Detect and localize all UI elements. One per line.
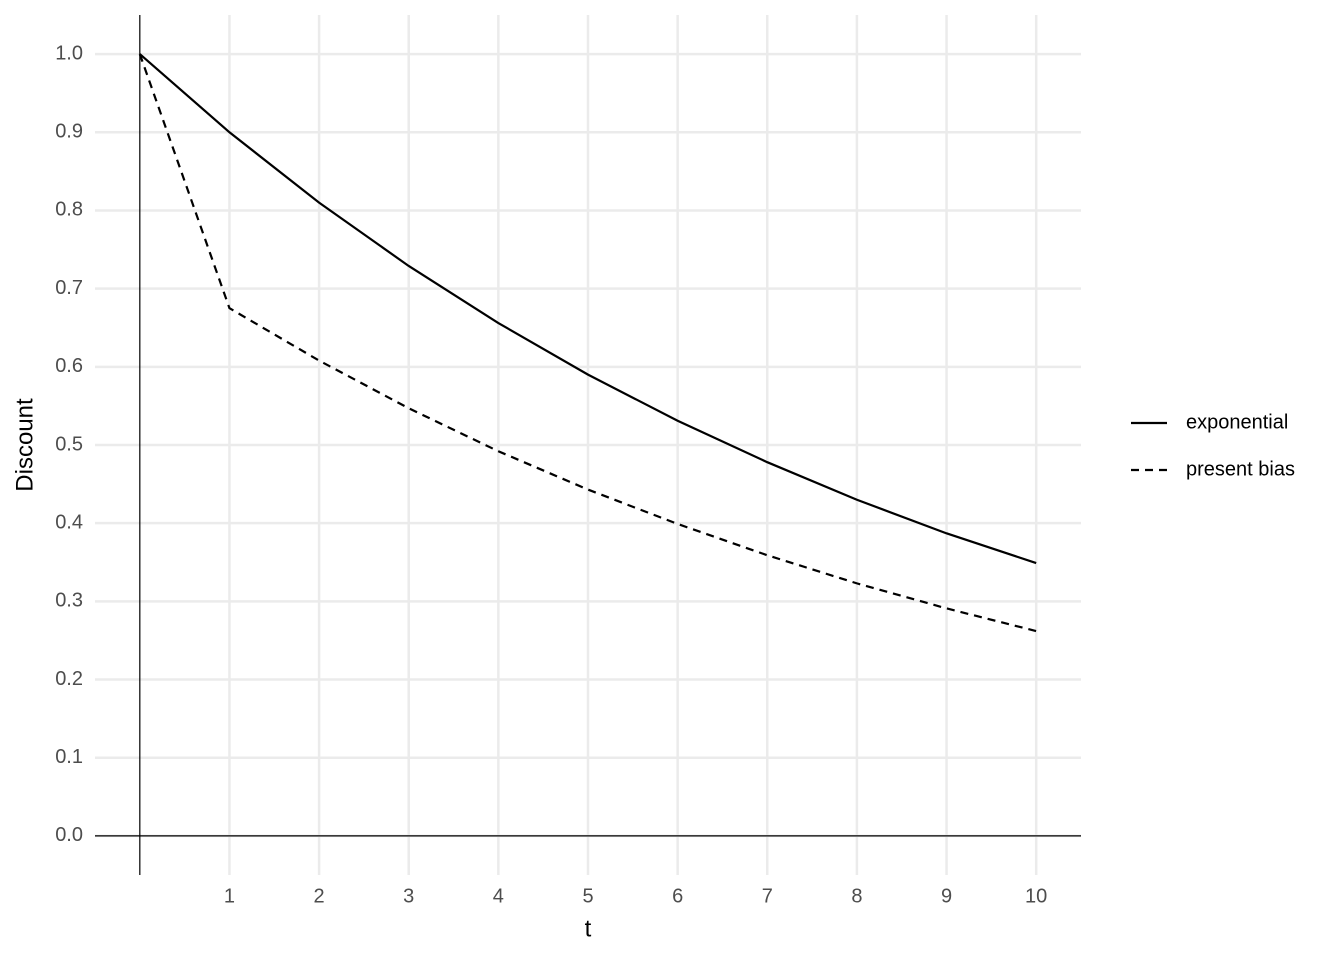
- x-axis-title: t: [585, 915, 592, 942]
- y-tick-label: 0.5: [55, 433, 83, 455]
- x-tick-label: 7: [762, 885, 773, 907]
- x-tick-label: 1: [224, 885, 235, 907]
- x-tick-label: 8: [851, 885, 862, 907]
- x-tick-label: 6: [672, 885, 683, 907]
- y-tick-label: 0.9: [55, 121, 83, 143]
- x-tick-label: 4: [493, 885, 504, 907]
- y-tick-label: 0.6: [55, 355, 83, 377]
- legend-label: exponential: [1186, 411, 1288, 433]
- y-tick-label: 0.1: [55, 746, 83, 768]
- data-line: [139, 53, 1037, 565]
- y-tick-label: 0.8: [55, 199, 83, 221]
- y-tick-label: 0.3: [55, 590, 83, 612]
- y-axis-title: Discount: [11, 398, 38, 492]
- legend-label: present bias: [1186, 458, 1295, 480]
- y-tick-label: 1.0: [55, 42, 83, 64]
- x-tick-label: 5: [582, 885, 593, 907]
- x-tick-label: 3: [403, 885, 414, 907]
- y-tick-label: 0.4: [55, 511, 83, 533]
- y-tick-label: 0.7: [55, 277, 83, 299]
- y-tick-label: 0.0: [55, 824, 83, 846]
- x-tick-label: 2: [314, 885, 325, 907]
- data-line: [138, 53, 1037, 633]
- y-tick-label: 0.2: [55, 668, 83, 690]
- x-tick-label: 9: [941, 885, 952, 907]
- x-tick-label: 10: [1025, 885, 1047, 907]
